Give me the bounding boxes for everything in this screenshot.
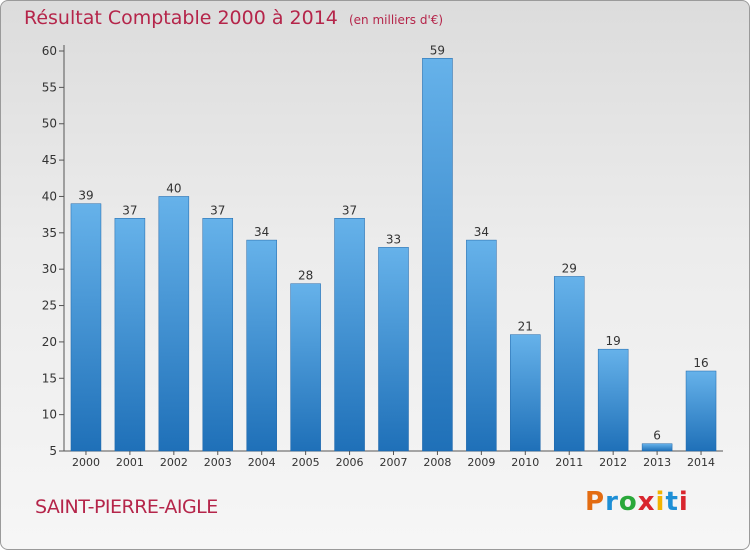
y-tick-label: 35 (42, 226, 57, 240)
y-tick-label: 50 (42, 117, 57, 131)
bar (158, 196, 190, 452)
bar (685, 370, 717, 452)
bar (597, 348, 629, 452)
x-tick-label: 2009 (467, 456, 495, 469)
x-tick-label: 2000 (72, 456, 100, 469)
bar (510, 334, 541, 452)
x-tick-label: 2004 (248, 456, 276, 469)
bar (290, 283, 321, 452)
bar-value-label: 34 (474, 225, 489, 239)
bar (114, 218, 146, 452)
logo-letter: r (605, 487, 619, 517)
bar-value-label: 6 (653, 429, 661, 443)
bar-value-label: 34 (254, 225, 269, 239)
logo-letter: x (637, 487, 656, 517)
bar (378, 247, 409, 452)
title-main: Résultat Comptable 2000 à 2014 (24, 7, 338, 29)
bar-value-label: 19 (606, 334, 621, 348)
title-unit: (en milliers d'€) (348, 13, 444, 27)
x-tick-label: 2010 (511, 456, 539, 469)
y-tick-label: 5 (49, 444, 57, 458)
bar (70, 203, 102, 452)
x-tick-label: 2012 (599, 456, 627, 469)
bar (334, 218, 365, 452)
bar-value-label: 59 (430, 43, 445, 57)
bar-value-label: 37 (342, 203, 357, 217)
bar-value-label: 28 (298, 269, 313, 283)
y-tick-label: 15 (42, 371, 57, 385)
bar (246, 239, 277, 452)
bar (641, 443, 673, 452)
y-tick-label: 55 (42, 80, 57, 94)
x-tick-label: 2011 (555, 456, 583, 469)
logo-letter: o (618, 487, 638, 517)
bar-value-label: 37 (210, 203, 225, 217)
bar-value-label: 37 (122, 203, 137, 217)
bar-value-label: 29 (562, 261, 577, 275)
proxiti-logo[interactable]: Proxiti (585, 487, 689, 517)
bar-value-label: 40 (166, 181, 181, 195)
bar (553, 276, 585, 452)
town-name: SAINT-PIERRE-AIGLE (35, 496, 218, 518)
y-tick-label: 45 (42, 153, 57, 167)
x-tick-label: 2002 (160, 456, 188, 469)
bar-value-label: 16 (693, 356, 708, 370)
logo-letter: i (655, 487, 666, 517)
y-tick-label: 10 (42, 408, 57, 422)
x-tick-label: 2014 (687, 456, 715, 469)
bar (202, 218, 234, 452)
y-tick-label: 20 (42, 335, 57, 349)
y-tick-label: 25 (42, 299, 57, 313)
bar (422, 58, 453, 452)
logo-letter: t (665, 487, 679, 517)
logo-letter: P (585, 487, 606, 517)
x-tick-label: 2013 (643, 456, 671, 469)
x-tick-label: 2001 (116, 456, 144, 469)
bar (466, 239, 497, 452)
bar-value-label: 33 (386, 232, 401, 246)
x-tick-label: 2003 (204, 456, 232, 469)
chart-title: Résultat Comptable 2000 à 2014 (en milli… (24, 7, 443, 29)
x-tick-label: 2008 (423, 456, 451, 469)
x-tick-label: 2007 (380, 456, 408, 469)
x-tick-label: 2006 (336, 456, 364, 469)
y-tick-label: 60 (42, 44, 57, 58)
bar-value-label: 39 (78, 189, 93, 203)
bar-value-label: 21 (518, 320, 533, 334)
y-tick-label: 30 (42, 262, 57, 276)
logo-letter: i (678, 487, 689, 517)
x-tick-label: 2005 (292, 456, 320, 469)
y-tick-label: 40 (42, 189, 57, 203)
